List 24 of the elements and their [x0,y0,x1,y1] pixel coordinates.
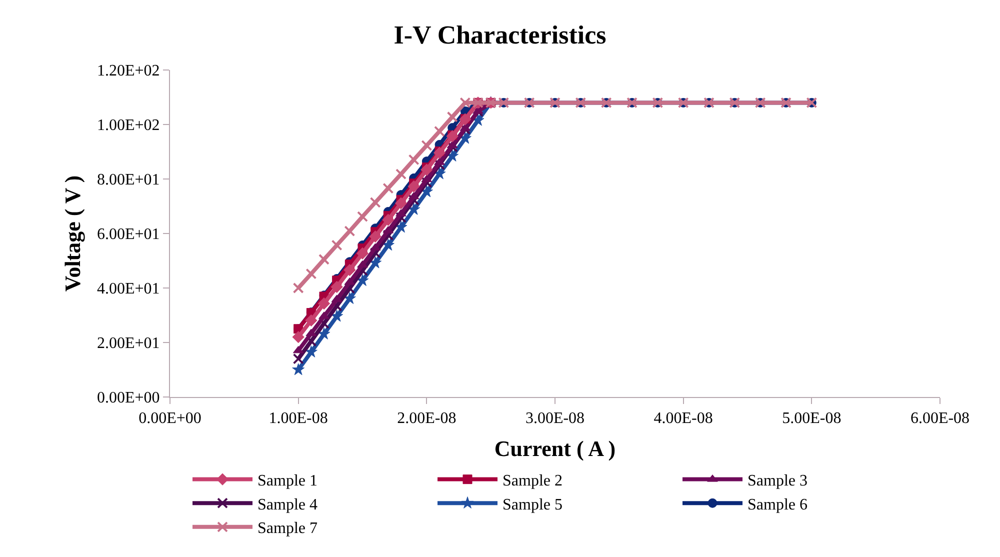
y-axis-title: Voltage ( V ) [60,175,85,292]
y-tick-label: 6.00E+01 [97,226,160,244]
x-tick-label: 6.00E-08 [910,410,970,428]
y-tick-label: 0.00E+00 [97,390,160,407]
y-tick-label: 4.00E+01 [97,280,160,298]
legend-label: Sample 2 [502,472,562,490]
y-tick-label: 2.00E+01 [97,335,160,352]
legend-label: Sample 6 [748,496,808,514]
legend-label: Sample 4 [258,496,318,514]
y-tick-label: 1.20E+02 [97,62,160,80]
legend-label: Sample 1 [258,472,318,490]
x-tick-label: 5.00E-08 [782,410,842,428]
x-axis-title: Current ( A ) [494,436,616,462]
y-tick-label: 8.00E+01 [97,172,160,189]
x-tick-label: 4.00E-08 [654,410,713,428]
legend-label: Sample 3 [748,472,808,490]
y-tick-label: 1.00E+02 [97,117,160,134]
x-tick-label: 2.00E-08 [397,410,456,428]
chart-title: I-V Characteristics [394,20,606,50]
x-tick-label: 0.00E+00 [138,410,202,428]
x-tick-label: 3.00E-08 [525,410,585,428]
legend-label: Sample 5 [502,496,562,514]
x-tick-label: 1.00E-08 [268,410,328,428]
legend-label: Sample 7 [258,520,318,538]
